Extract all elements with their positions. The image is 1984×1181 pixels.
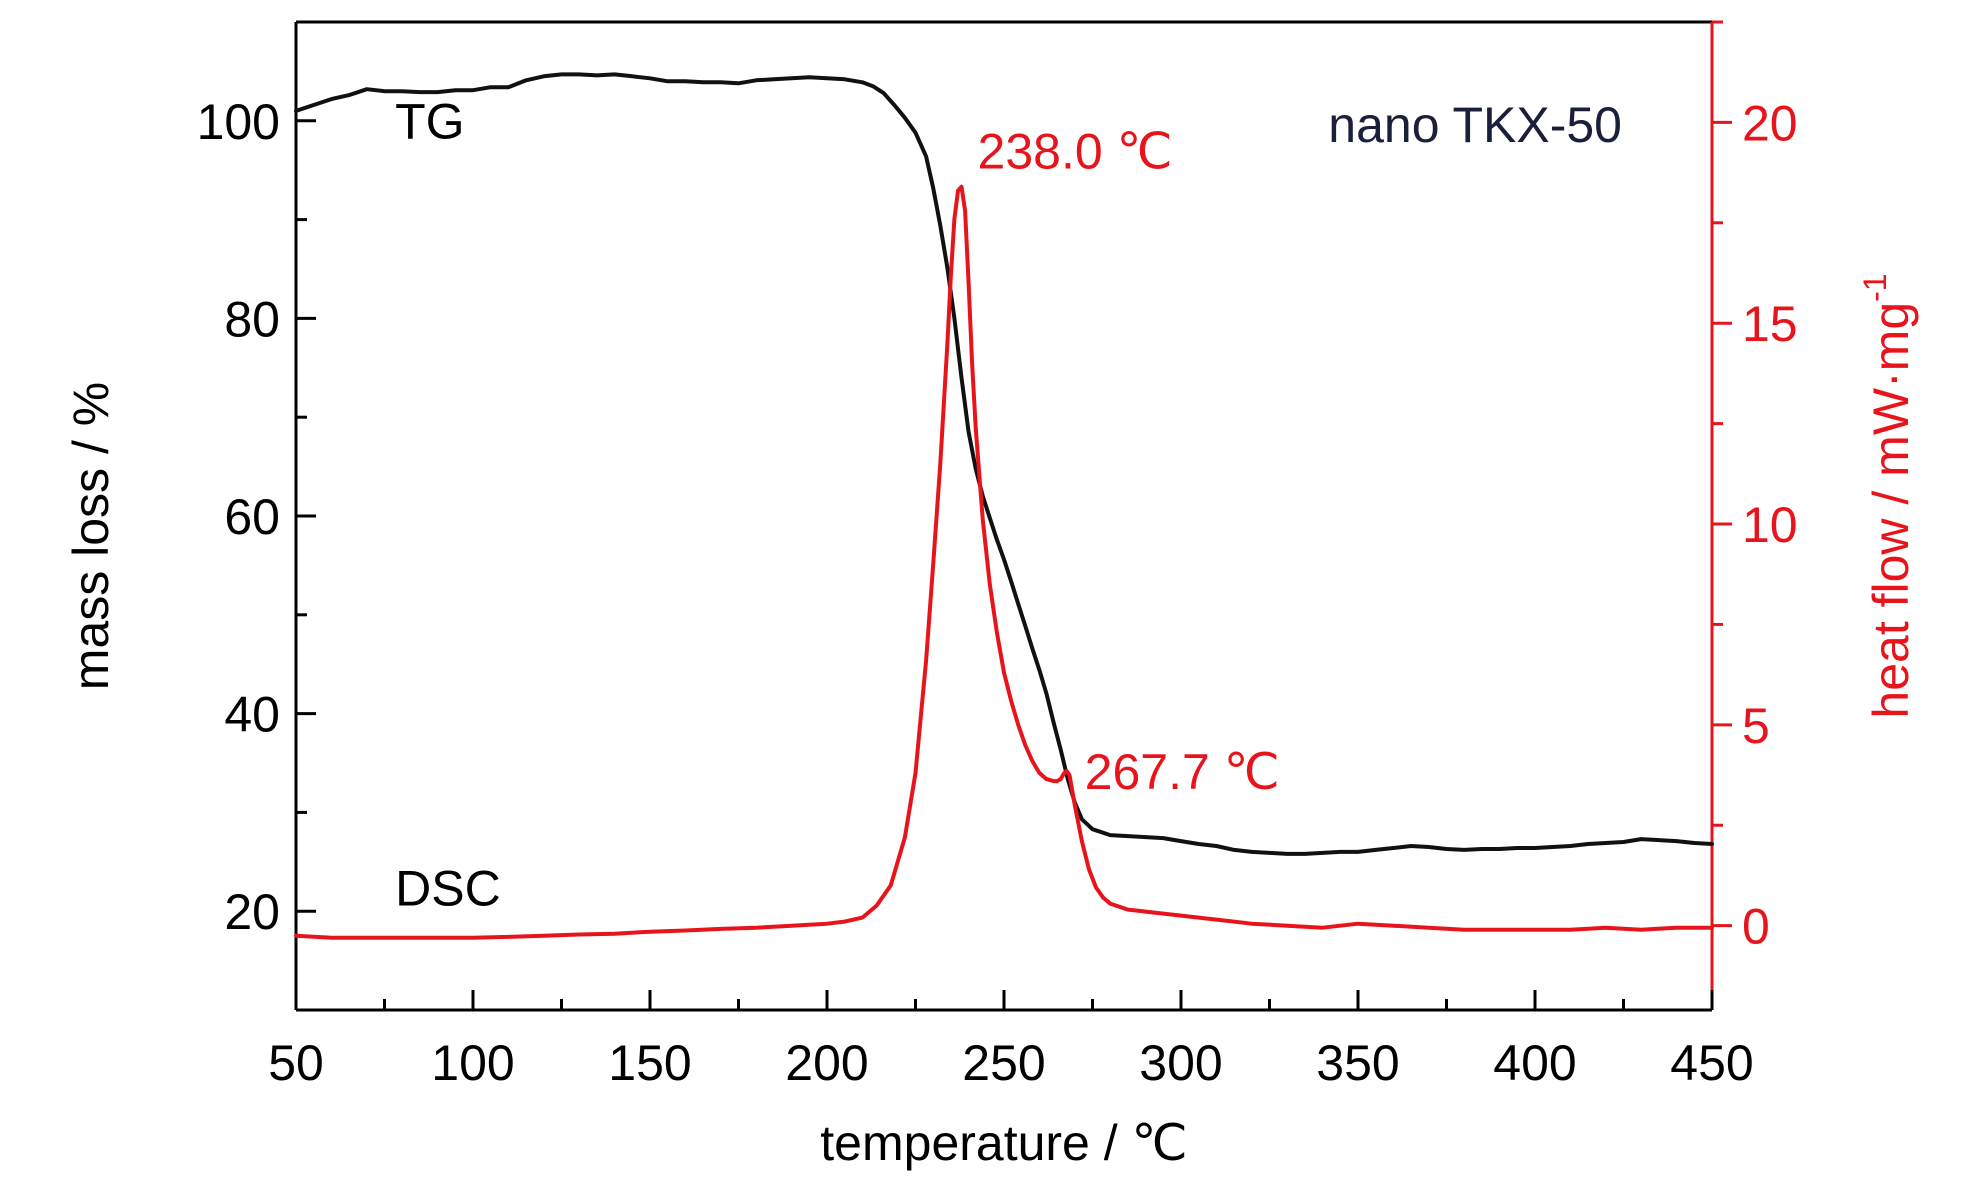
x-tick-label: 100 xyxy=(431,1035,514,1091)
sample-label: nano TKX-50 xyxy=(1328,97,1622,153)
x-tick-label: 250 xyxy=(962,1035,1045,1091)
tg-curve xyxy=(294,72,1714,856)
x-tick-label: 400 xyxy=(1493,1035,1576,1091)
dsc-series-label: DSC xyxy=(395,861,501,917)
x-tick-label: 450 xyxy=(1670,1035,1753,1091)
right-y-tick-label: 15 xyxy=(1742,296,1798,352)
left-y-tick-label: 100 xyxy=(197,94,280,150)
tg-series-label: TG xyxy=(395,94,464,150)
right-y-tick-label: 5 xyxy=(1742,698,1770,754)
peak-annotation-1: 238.0 ℃ xyxy=(978,124,1173,180)
x-tick-label: 150 xyxy=(608,1035,691,1091)
x-tick-label: 200 xyxy=(785,1035,868,1091)
right-y-axis-title-main: heat flow / mW·mg xyxy=(1863,302,1919,719)
peak-annotation-2: 267.7 ℃ xyxy=(1085,744,1280,800)
x-tick-label: 50 xyxy=(268,1035,324,1091)
right-y-tick-label: 10 xyxy=(1742,497,1798,553)
right-y-tick-label: 20 xyxy=(1742,95,1798,151)
x-tick-label: 300 xyxy=(1139,1035,1222,1091)
right-y-axis-title-superscript: -1 xyxy=(1857,273,1893,301)
x-tick-label: 350 xyxy=(1316,1035,1399,1091)
left-y-tick-label: 20 xyxy=(224,884,280,940)
series xyxy=(294,72,1714,940)
left-y-tick-label: 60 xyxy=(224,489,280,545)
right-y-axis-title: heat flow / mW·mg-1 xyxy=(1857,273,1919,718)
left-y-axis-title: mass loss / % xyxy=(63,382,119,690)
dsc-curve xyxy=(294,184,1714,940)
left-y-tick-label: 40 xyxy=(224,687,280,743)
right-y-tick-label: 0 xyxy=(1742,899,1770,955)
labels: temperature / ℃ mass loss / % heat flow … xyxy=(63,94,1919,1171)
x-axis-title: temperature / ℃ xyxy=(820,1115,1187,1171)
ticks: 50 100 150 200 250 300 350 400 450 20 40 60 80 100 0 5 1… xyxy=(197,20,1798,1091)
left-y-tick-label: 80 xyxy=(224,291,280,347)
